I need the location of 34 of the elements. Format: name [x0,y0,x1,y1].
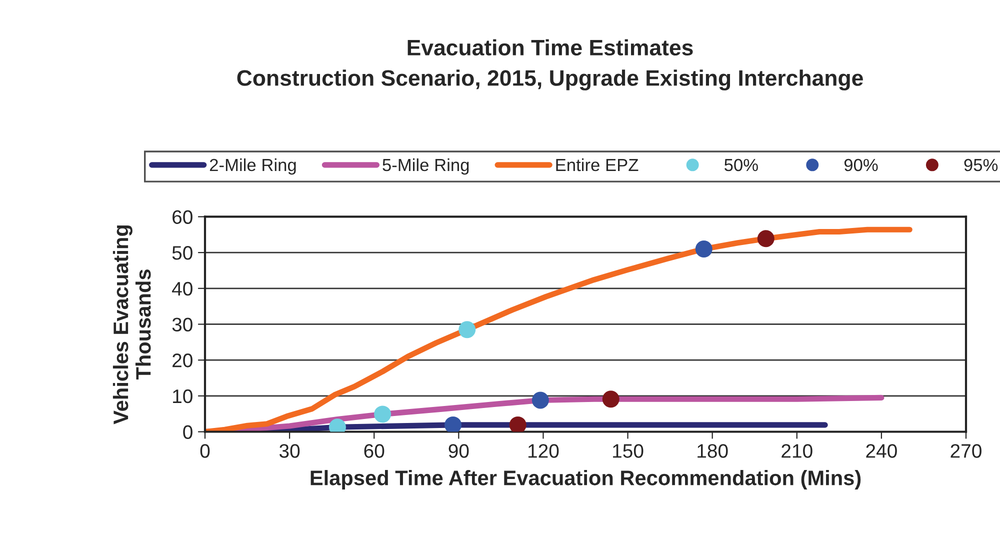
y-tick-label: 30 [172,318,192,332]
legend-label: 95% [964,158,998,172]
point [374,406,392,423]
legend-label: 90% [844,158,878,172]
y-tick-label: 10 [173,389,192,404]
point [444,416,462,432]
y-tick-label: 60 [172,210,192,224]
point [509,416,526,432]
x-tick-label: 60 [364,444,384,458]
point [602,390,620,408]
point [458,321,476,338]
point [695,240,712,258]
point [532,392,549,409]
x-tick-label: 210 [782,444,812,458]
chart-title: Evacuation Time Estimates Construction Scenario, 2015, Upgrade Existing Interchange [237,39,863,90]
point [757,230,774,248]
legend-label: 5-Mile Ring [382,158,469,175]
x-tick-label: 150 [613,444,644,458]
x-tick-label: 180 [698,444,728,458]
legend-label: 50% [724,158,758,172]
x-axis-title: Elapsed Time After Evacuation Recommendation (Mins) [310,470,861,490]
y-tick-label: 0 [183,425,192,439]
legend-label: Entire EPZ [556,158,638,172]
y-axis-title: Vehicles Evacuating Thousands [112,225,151,424]
y-tick-label: 40 [172,282,192,296]
x-tick-label: 30 [279,444,300,458]
x-tick-label: 120 [528,444,559,458]
legend-label: 2-Mile Ring [210,158,296,175]
x-tick-label: 240 [866,444,897,458]
y-tick-label: 50 [172,246,192,260]
y-tick-label: 20 [172,354,192,368]
x-tick-label: 0 [200,444,210,458]
x-tick-label: 90 [448,444,469,458]
x-tick-label: 270 [950,444,982,458]
